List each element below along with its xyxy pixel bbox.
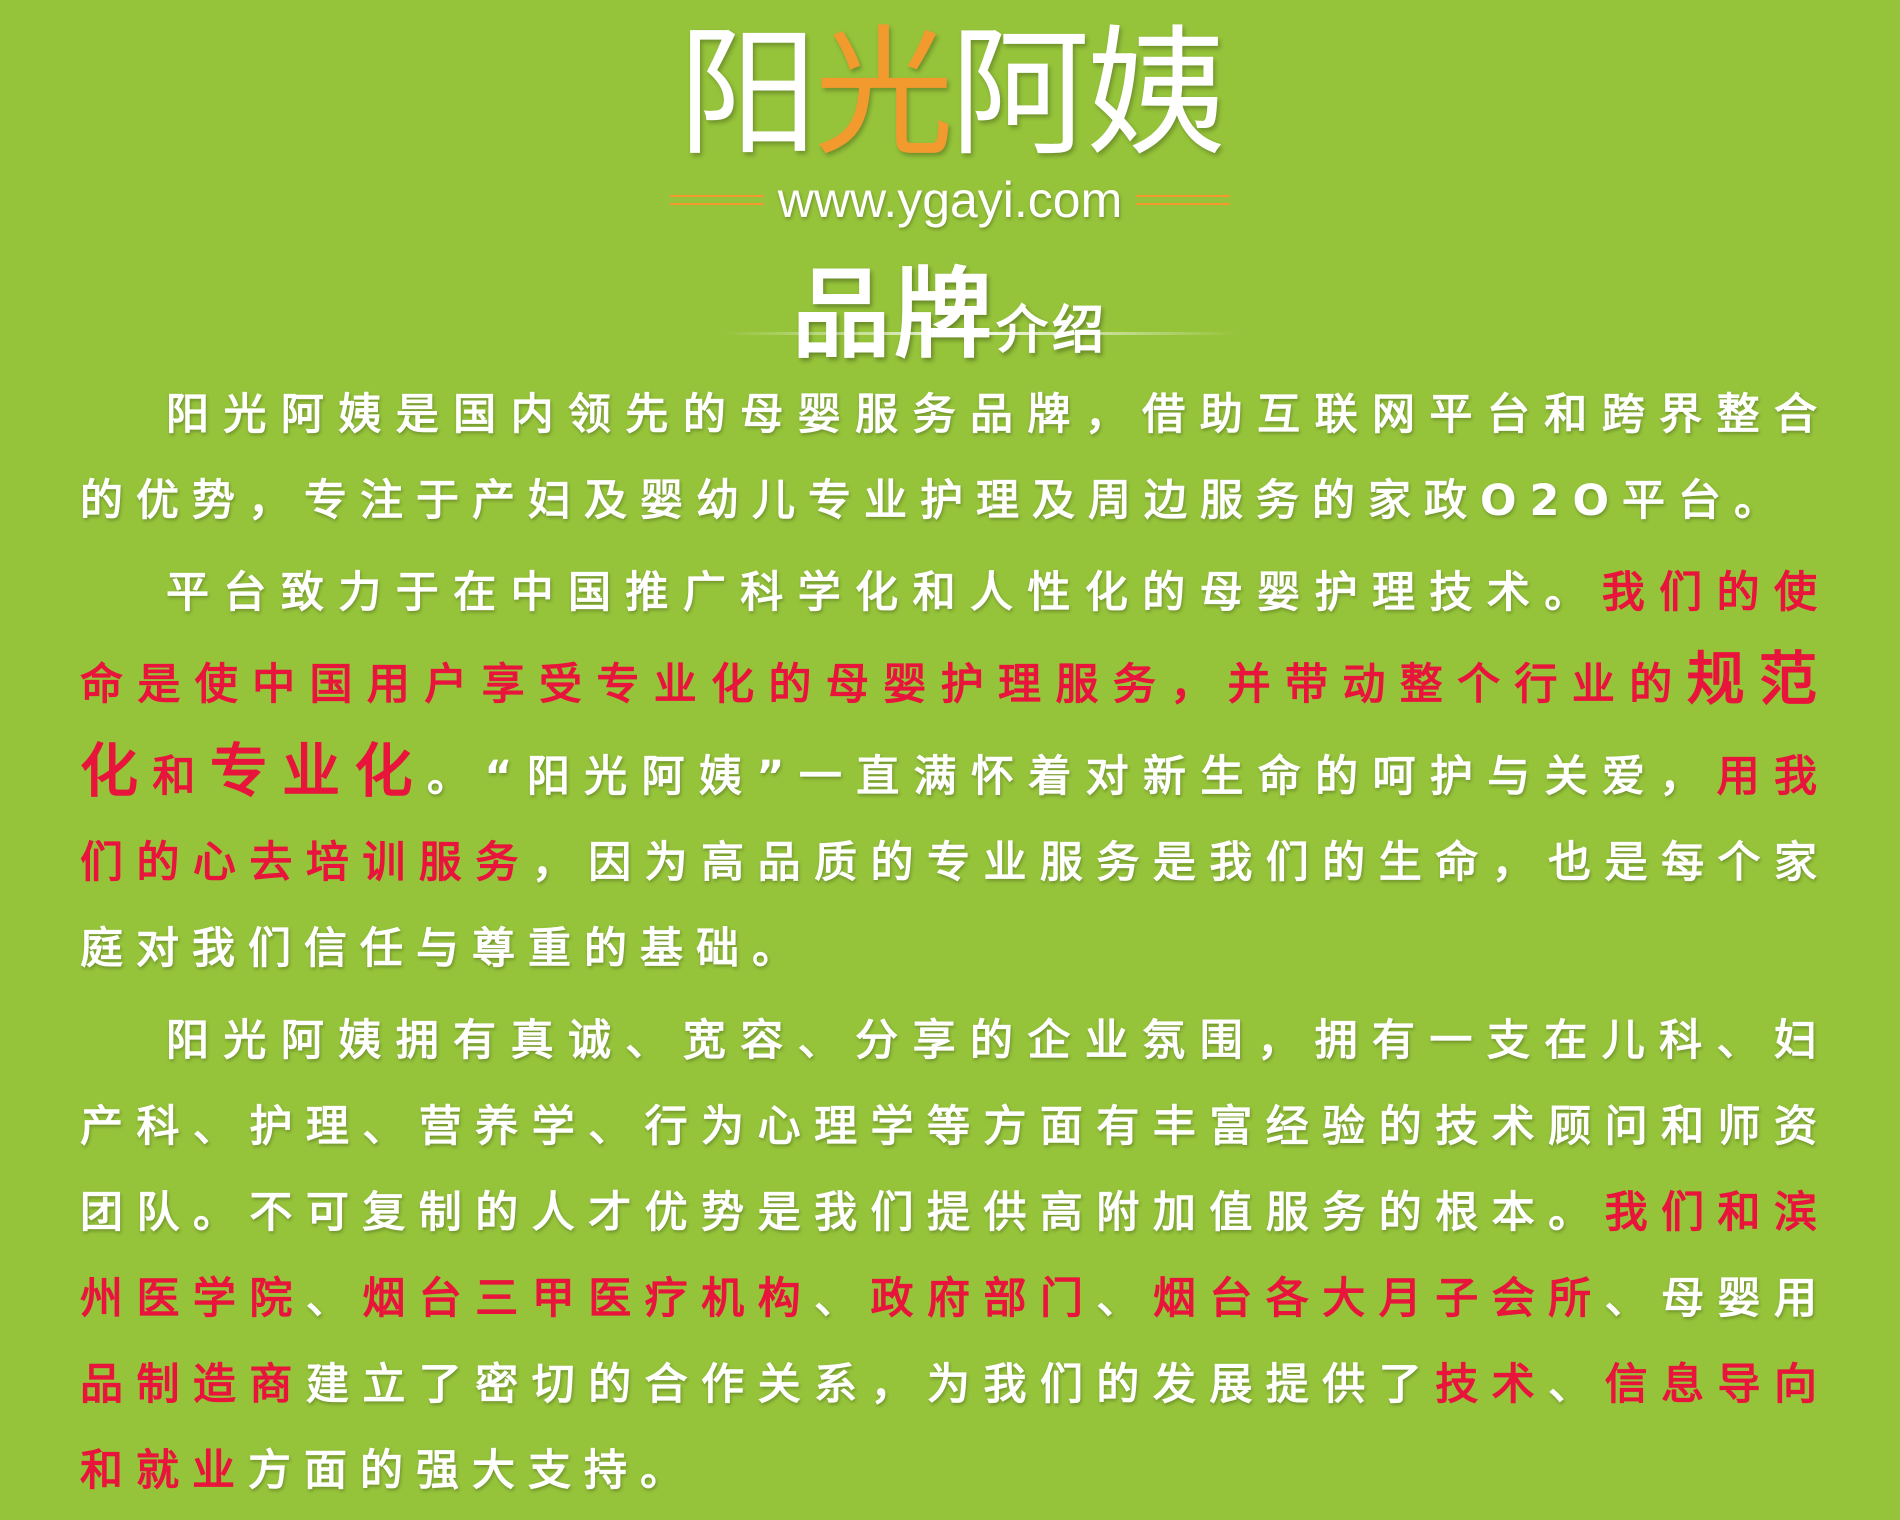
- logo-url-row: www.ygayi.com: [670, 170, 1230, 230]
- text-run: 、母婴用: [1604, 1274, 1831, 1324]
- highlight-text: 专业化: [209, 737, 427, 805]
- highlight-text: 品制造商: [80, 1360, 306, 1410]
- brand-introduction-text: 阳光阿姨是国内领先的母婴服务品牌，借助互联网平台和跨界整合的优势，专注于产妇及婴…: [80, 372, 1830, 1520]
- logo-char: 光: [813, 13, 954, 176]
- highlight-text: 烟台三甲医疗机构: [362, 1274, 815, 1324]
- text-run: 。“阳光阿姨”一直满怀着对新生命的呵护与关爱，: [426, 752, 1717, 802]
- text-run: 平台致力于在中国推广科学化和人性化的母婴护理技术。: [166, 568, 1602, 618]
- text-run: 、: [1548, 1360, 1605, 1410]
- highlight-text: 技术: [1435, 1360, 1549, 1410]
- text-run: 、: [305, 1274, 363, 1324]
- text-run: 阳光阿姨拥有真诚、宽容、分享的企业氛围，拥有一支在儿科、妇产科、护理、营养学、行…: [80, 1016, 1830, 1238]
- text-run: 、: [1096, 1274, 1153, 1324]
- section-title: 品牌介绍: [0, 235, 1900, 377]
- logo-decor-line-left: [670, 195, 764, 205]
- logo-char: 阿: [950, 13, 1090, 176]
- text-run: 建立了密切的合作关系，为我们的发展提供了: [305, 1360, 1436, 1410]
- highlight-text: 我们的使命是使中国用户享受专业化的母婴护理服务，并带动整个行业的: [80, 568, 1831, 710]
- highlight-text: 我们和滨州医学院: [80, 1188, 1831, 1324]
- text-run: 阳光阿姨是国内领先的母婴服务品牌，借助互联网平台和跨界整合的优势，专注于产妇及婴…: [80, 390, 1830, 526]
- highlight-text: 烟台各大月子会所: [1152, 1274, 1605, 1324]
- logo-url: www.ygayi.com: [777, 172, 1123, 228]
- highlight-text: 和: [152, 752, 210, 802]
- intro-paragraph: 阳光阿姨拥有真诚、宽容、分享的企业氛围，拥有一支在儿科、妇产科、护理、营养学、行…: [80, 998, 1830, 1514]
- logo-char: 姨: [1086, 13, 1226, 176]
- highlight-text: 规范化: [80, 645, 1830, 805]
- text-run: ，因为高品质的专业服务是我们的生命，也是每个家庭对我们信任与尊重的基础。: [80, 838, 1831, 974]
- logo-decor-line-right: [1136, 195, 1230, 205]
- text-run: 、: [814, 1274, 871, 1324]
- logo-wordmark: 阳光阿姨: [0, 20, 1900, 170]
- intro-paragraph: 阳光阿姨是国内领先的母婴服务品牌，借助互联网平台和跨界整合的优势，专注于产妇及婴…: [80, 372, 1830, 544]
- intro-paragraph: 平台致力于在中国推广科学化和人性化的母婴护理技术。我们的使命是使中国用户享受专业…: [80, 550, 1830, 992]
- title-underline: [720, 332, 1240, 335]
- section-title-sub: 介绍: [996, 301, 1109, 361]
- text-run: 方面的强大支持。: [248, 1446, 696, 1496]
- highlight-text: 政府部门: [870, 1274, 1097, 1324]
- logo-char: 阳: [677, 13, 818, 176]
- brand-logo: 阳光阿姨 www.ygayi.com: [0, 20, 1900, 230]
- section-title-main: 品牌: [791, 258, 996, 372]
- highlight-text: 用我们的心去培训服务: [80, 752, 1831, 888]
